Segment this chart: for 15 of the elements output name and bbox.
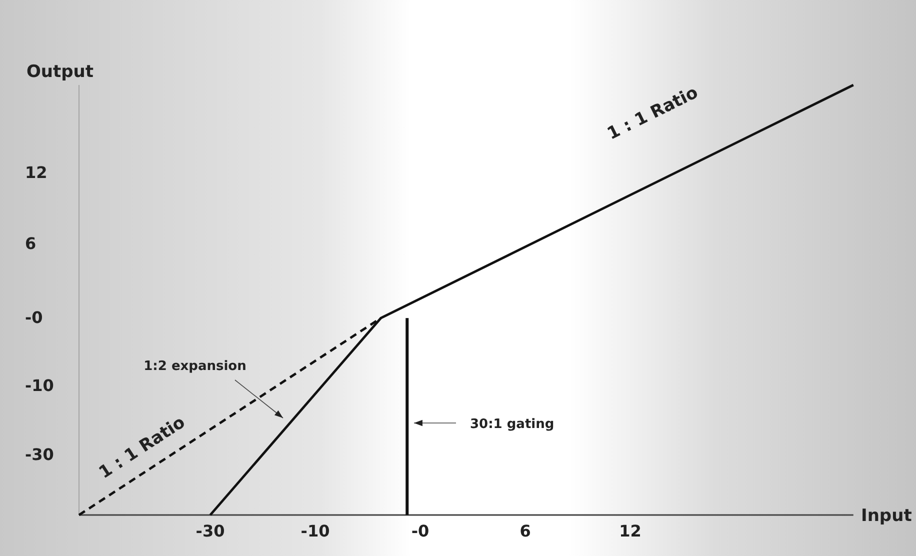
- x-tick-label: -30: [196, 521, 225, 540]
- text: 6: [25, 234, 36, 253]
- annotation: 1:2 expansion: [144, 359, 246, 374]
- x-tick-label: -10: [300, 521, 330, 540]
- x-tick-label: -0: [411, 521, 430, 540]
- annotation: 1 : 1 Ratio: [604, 82, 702, 144]
- x-tick-label: 6: [520, 521, 531, 540]
- x-axis-title: Input: [861, 506, 912, 526]
- text: -0: [25, 308, 43, 327]
- x-tick-label: 12: [619, 521, 642, 540]
- text: -10: [25, 376, 54, 395]
- text: -30: [25, 445, 54, 464]
- annotation: 30:1 gating: [470, 417, 554, 432]
- text: 12: [25, 163, 48, 182]
- y-axis-title: Output: [26, 62, 94, 82]
